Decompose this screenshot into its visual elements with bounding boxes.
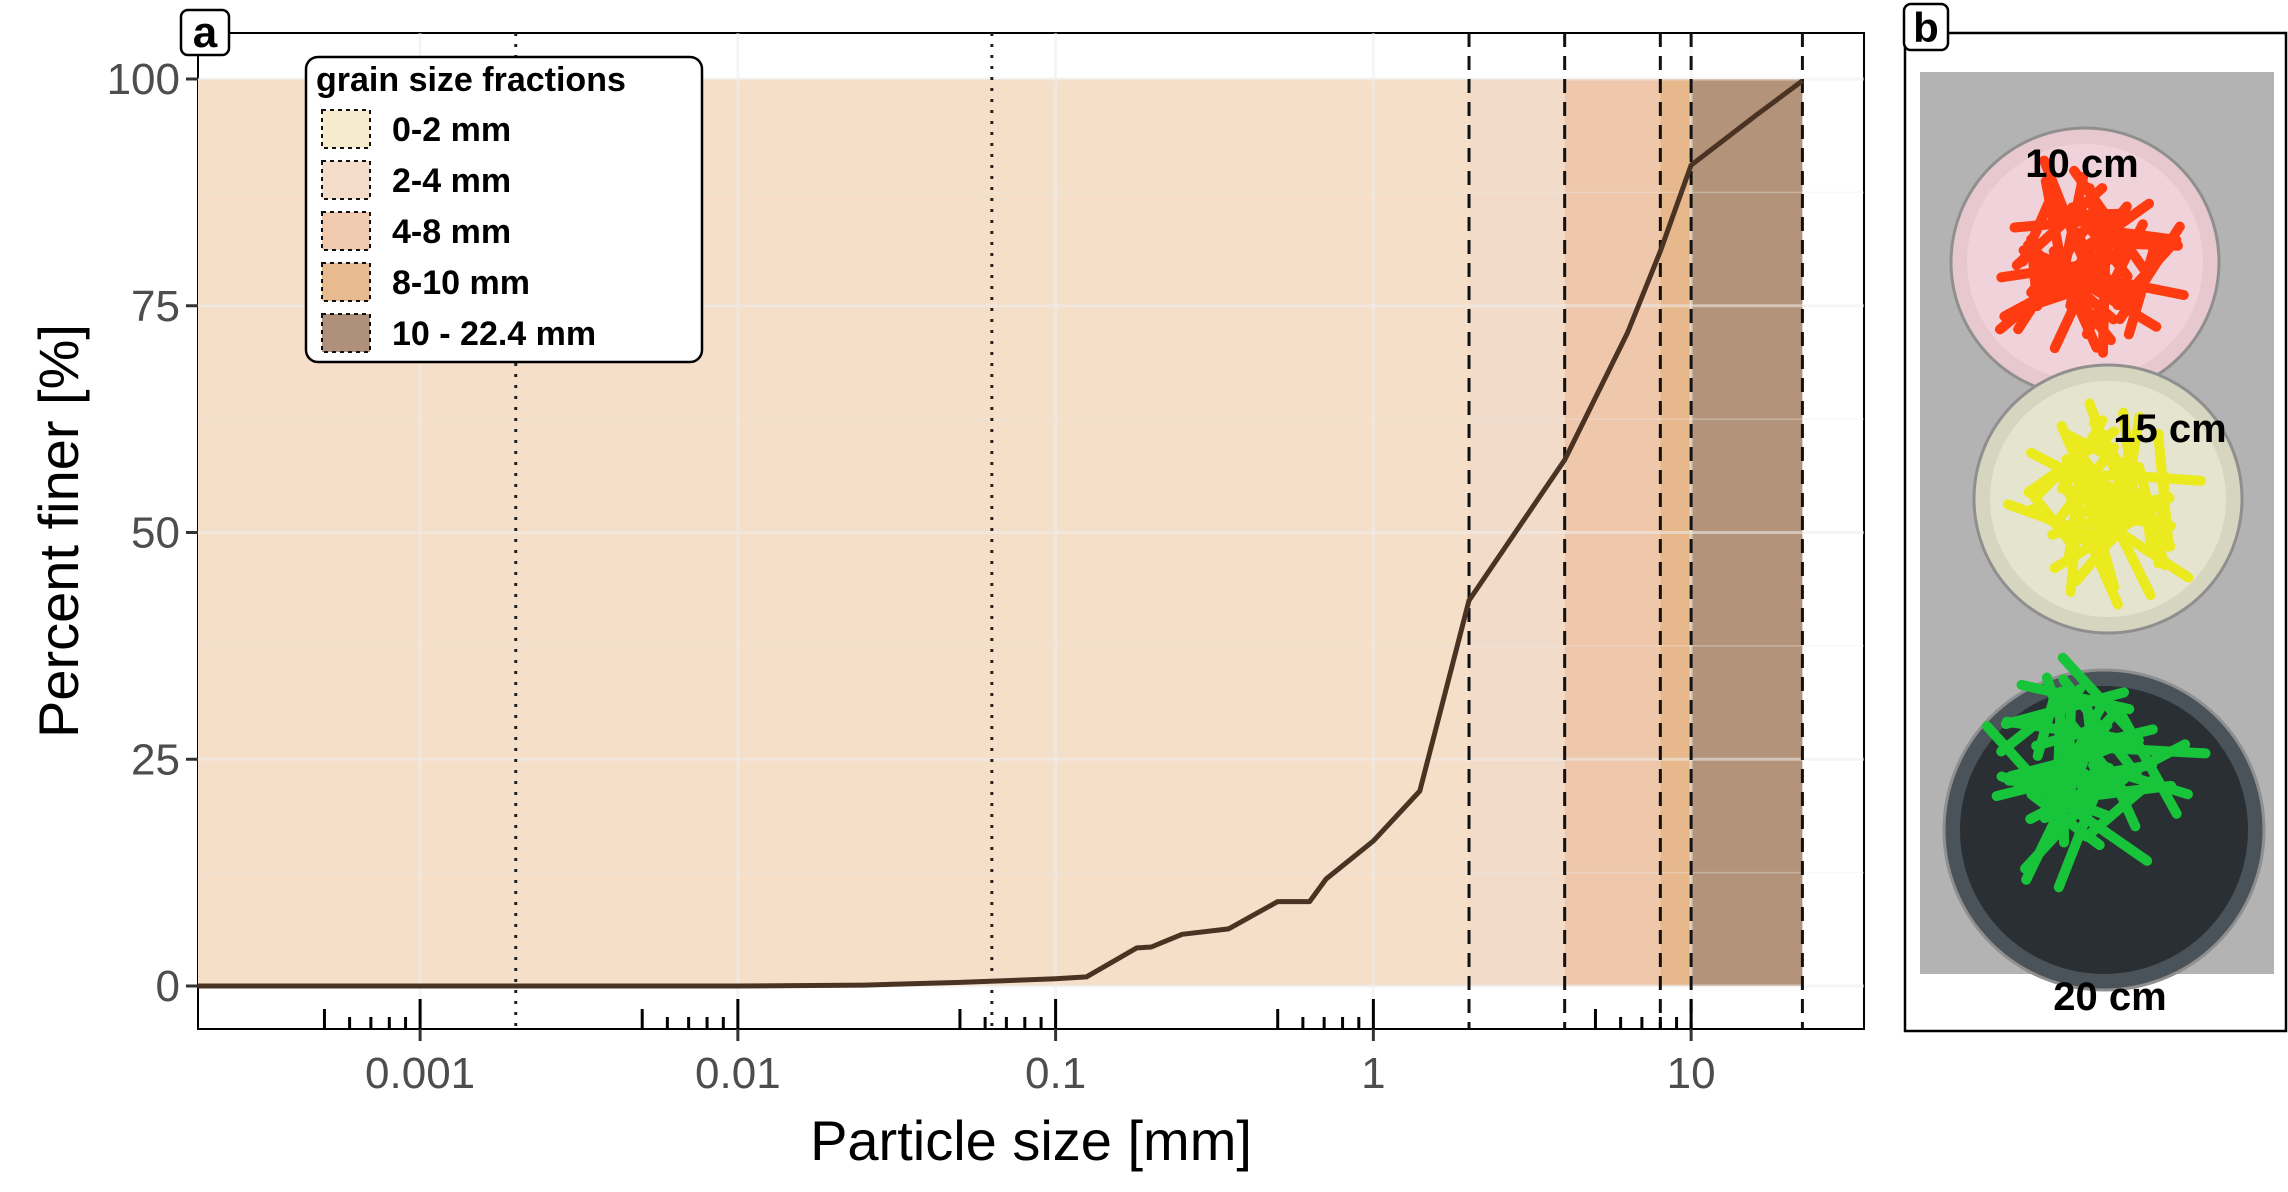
rod <box>2026 789 2105 851</box>
legend-label: 0-2 mm <box>392 111 511 149</box>
bucket-label: 15 cm <box>2113 407 2226 451</box>
y-axis-title: Percent finer [%] <box>27 324 90 738</box>
rod <box>2013 227 2086 335</box>
bucket-label: 20 cm <box>2053 975 2166 1019</box>
legend-item: 4-8 mm <box>321 211 511 251</box>
panel-a-label-box <box>179 8 231 57</box>
x-tick-label: 1 <box>1361 1049 1385 1098</box>
bucket-2: 15 cm <box>1972 363 2244 635</box>
x-tick-label: 0.001 <box>365 1049 475 1098</box>
rod <box>2001 716 2141 746</box>
legend-label: 10 - 22.4 mm <box>392 315 596 353</box>
y-tick-label: 75 <box>131 282 180 331</box>
grid-lines <box>198 33 1864 1029</box>
rods <box>1982 652 2211 893</box>
rod <box>2049 260 2162 332</box>
rods <box>2003 398 2207 610</box>
y-tick-label: 0 <box>156 962 180 1011</box>
rod <box>2071 500 2145 586</box>
rod <box>2120 411 2145 507</box>
legend: grain size fractions 0-2 mm 2-4 mm 4-8 mm 8… <box>304 55 704 364</box>
rod <box>2023 426 2120 498</box>
minor-ticks <box>322 999 1693 1029</box>
rod <box>2133 461 2170 571</box>
rod <box>2039 155 2094 279</box>
legend-swatch <box>321 313 371 353</box>
legend-swatch <box>321 109 371 149</box>
rods <box>1994 155 2189 358</box>
legend-swatch <box>321 262 371 302</box>
legend-label: 8-10 mm <box>392 264 530 302</box>
legend-swatch <box>321 160 371 200</box>
bucket-1: 10 cm <box>1949 126 2221 398</box>
panel-a-label: a <box>193 8 218 57</box>
panel-b-label: b <box>1913 4 1939 51</box>
legend-item: 0-2 mm <box>321 109 511 149</box>
legend-label: 4-8 mm <box>392 213 511 251</box>
rod <box>2025 780 2100 825</box>
bucket-label: 10 cm <box>2025 142 2138 186</box>
legend-item: 10 - 22.4 mm <box>321 313 596 353</box>
panel-b-label-box <box>1902 2 1950 52</box>
x-tick-label: 10 <box>1667 1049 1716 1098</box>
bucket-3: 20 cm <box>1942 652 2266 1019</box>
y-tick-label: 100 <box>107 55 180 104</box>
rod <box>2073 461 2130 545</box>
legend-swatch <box>321 211 371 251</box>
y-tick-label: 50 <box>131 509 180 558</box>
x-axis-title: Particle size [mm] <box>810 1109 1252 1172</box>
rod <box>2084 780 2177 802</box>
panel-b: 10 cm 15 cm 20 cm b <box>1902 2 2288 1033</box>
x-tick-label: 0.1 <box>1025 1049 1086 1098</box>
legend-item: 2-4 mm <box>321 160 511 200</box>
rod <box>2081 219 2133 282</box>
x-tick-label: 0.01 <box>695 1049 781 1098</box>
legend-label: 2-4 mm <box>392 162 511 200</box>
y-tick-label: 25 <box>131 735 180 784</box>
rod <box>2017 196 2055 267</box>
photo: 10 cm 15 cm 20 cm <box>1920 72 2274 1019</box>
cumulative-curve <box>198 78 1804 989</box>
rod <box>2153 428 2174 552</box>
legend-item: 8-10 mm <box>321 262 530 302</box>
legend-box <box>304 55 704 364</box>
rod <box>2026 504 2095 549</box>
legend-title: grain size fractions <box>316 61 626 99</box>
rod <box>2067 202 2134 245</box>
